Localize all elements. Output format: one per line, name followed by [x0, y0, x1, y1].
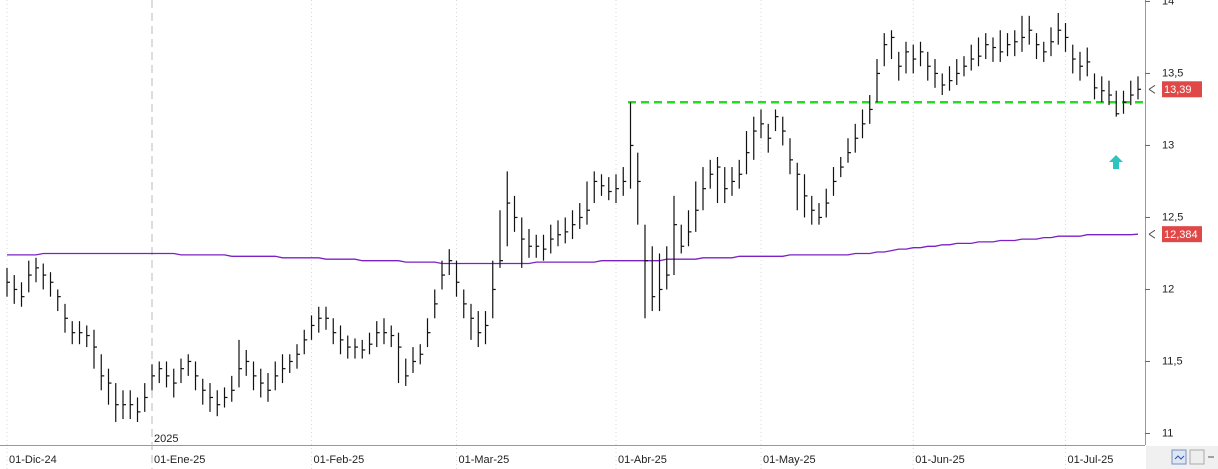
moving-average-line	[7, 233, 1139, 265]
scale-button[interactable]	[1189, 449, 1205, 465]
y-tick-label: 12,5	[1162, 211, 1183, 223]
x-tick-label: 01-May-25	[763, 454, 816, 466]
y-tick-label: 13,5	[1162, 67, 1183, 79]
y-tick-label: 13	[1162, 139, 1174, 151]
last-ma-label: 12,384	[1164, 229, 1198, 241]
x-tick-label: 01-Abr-25	[618, 454, 667, 466]
up-arrow-icon	[1109, 155, 1123, 169]
x-tick-label: 01-Dic-24	[9, 454, 57, 466]
last-close-box	[1162, 81, 1202, 98]
y-tick-label: 11	[1162, 427, 1173, 439]
last-close-label: 13,39	[1164, 84, 1192, 96]
x-tick-label: 01-Mar-25	[459, 454, 510, 466]
last-ma-box	[1162, 226, 1202, 243]
last-close-pointer	[1148, 84, 1156, 94]
last-ma-pointer	[1148, 229, 1156, 239]
y-tick-label: 12	[1162, 283, 1174, 295]
zoom-icon	[1174, 455, 1185, 460]
y-tick-label: 11,5	[1162, 355, 1183, 367]
y-tick-label: 14	[1162, 0, 1174, 7]
x-tick-label: 01-Feb-25	[314, 454, 365, 466]
x-tick-label: 01-Jul-25	[1068, 454, 1114, 466]
x-tick-label: 01-Jun-25	[915, 454, 965, 466]
year-label: 2025	[154, 433, 178, 445]
x-tick-label: 01-Ene-25	[154, 454, 205, 466]
